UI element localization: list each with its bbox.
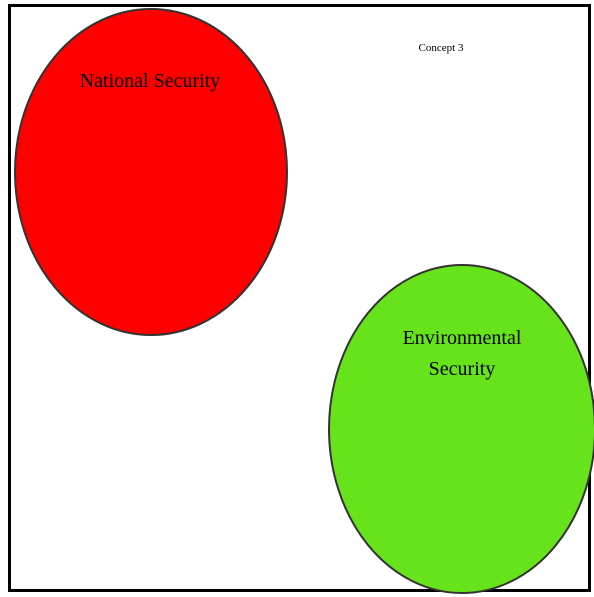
national-security-node: National Security: [14, 8, 288, 336]
environmental-security-ellipse: [328, 264, 594, 594]
environmental-security-label-line1: Environmental: [403, 327, 522, 349]
environmental-security-label-line2: Security: [429, 358, 496, 380]
environmental-security-node: Environmental Security: [328, 264, 594, 594]
national-security-ellipse: [14, 8, 288, 336]
national-security-label: National Security: [80, 70, 221, 92]
concept-title: Concept 3: [419, 42, 464, 54]
